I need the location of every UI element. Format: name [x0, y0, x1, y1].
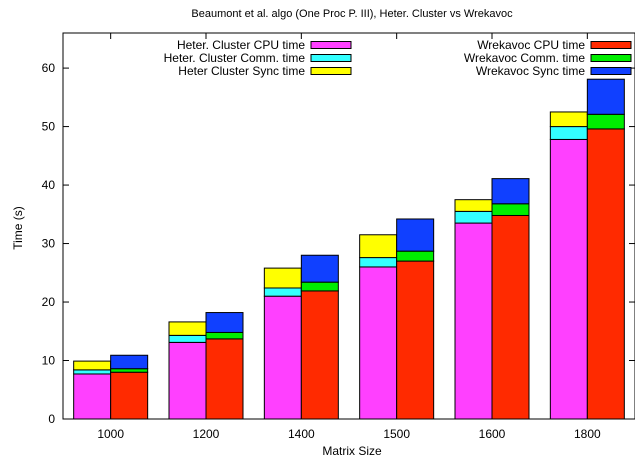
bar-segment [300, 281, 339, 292]
bar-segment [168, 321, 207, 336]
x-tick-label: 1200 [193, 427, 220, 441]
legend-entry-label: Wrekavoc Sync time [476, 64, 585, 78]
bar-segment [454, 222, 493, 420]
bar-segment [110, 368, 149, 373]
bar-segment [586, 113, 625, 130]
legend-entry-label: Heter Cluster Sync time [178, 64, 305, 78]
legend-entry-label: Heter. Cluster CPU time [177, 38, 305, 52]
bar-segment [263, 295, 302, 420]
bar-segment [549, 111, 588, 128]
tick-labels: 0 10 20 30 40 50 60 1000 1200 1400 1500 1600 1800 [42, 61, 601, 441]
bar-segment [491, 214, 530, 420]
bar-segment [205, 338, 244, 420]
y-tick-label: 60 [42, 61, 56, 75]
bar-segment [73, 360, 112, 371]
legend-entry-label: Heter. Cluster Comm. time [164, 51, 306, 65]
x-tick-label: 1800 [574, 427, 601, 441]
x-tick-label: 1400 [288, 427, 315, 441]
y-tick-label: 30 [42, 237, 56, 251]
bars [73, 78, 625, 420]
bar-segment [205, 312, 244, 333]
legend-swatch [310, 54, 352, 62]
bar-segment [549, 126, 588, 140]
axis-ticks [63, 33, 635, 420]
x-tick-label: 1600 [479, 427, 506, 441]
y-tick-label: 50 [42, 120, 56, 134]
bar-segment [586, 78, 625, 115]
x-tick-label: 1000 [97, 427, 124, 441]
bar-segment [263, 287, 302, 297]
y-tick-label: 0 [48, 412, 55, 426]
plot-frame [62, 32, 635, 420]
bar-segment [454, 199, 493, 212]
legend-entry-label: Wrekavoc CPU time [477, 38, 585, 52]
bar-segment [73, 369, 112, 375]
bar-segment [396, 260, 435, 420]
legend-swatch [590, 41, 632, 49]
bar-segment [396, 250, 435, 262]
legend-swatch [310, 67, 352, 75]
bar-segment [73, 373, 112, 420]
legend-swatch [310, 41, 352, 49]
bar-segment [359, 266, 398, 420]
bar-segment [300, 290, 339, 420]
bar-segment [168, 334, 207, 343]
bar-segment [359, 257, 398, 268]
x-tick-label: 1500 [383, 427, 410, 441]
x-axis-label: Matrix Size [322, 444, 382, 458]
bar-segment [549, 138, 588, 420]
y-tick-label: 20 [42, 295, 56, 309]
legend-swatch [590, 54, 632, 62]
y-axis-label: Time (s) [11, 206, 25, 250]
bar-segment [300, 254, 339, 283]
bar-segment [491, 203, 530, 216]
y-tick-label: 40 [42, 178, 56, 192]
bar-segment [110, 354, 149, 370]
bar-segment [396, 218, 435, 252]
bar-segment [586, 128, 625, 420]
bar-segment [263, 267, 302, 289]
chart-title: Beaumont et al. algo (One Proc P. III), … [191, 8, 513, 20]
y-tick-label: 10 [42, 354, 56, 368]
legend-swatch [590, 67, 632, 75]
bar-segment [168, 341, 207, 420]
bar-segment [491, 178, 530, 205]
bar-segment [454, 210, 493, 224]
bar-segment [205, 331, 244, 340]
bar-segment [359, 234, 398, 259]
bar-segment [110, 371, 149, 420]
legend-entry-label: Wrekavoc Comm. time [464, 51, 585, 65]
